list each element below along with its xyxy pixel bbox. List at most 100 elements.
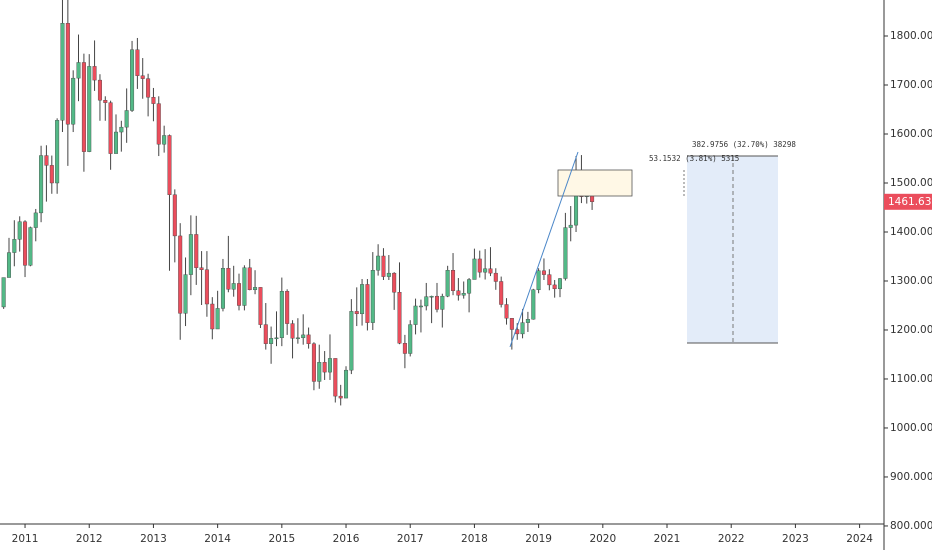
candle-body xyxy=(274,337,279,340)
x-tick-label: 2011 xyxy=(12,533,39,545)
candle-body xyxy=(365,284,370,323)
candle-body xyxy=(258,287,263,325)
candle-body xyxy=(23,221,28,266)
x-tick-label: 2012 xyxy=(76,533,103,545)
candle-body xyxy=(467,279,472,294)
candle-body xyxy=(285,291,290,324)
candle-body xyxy=(226,268,231,290)
candle-body xyxy=(547,274,552,286)
candle-body xyxy=(124,110,129,128)
candle-body xyxy=(440,295,445,310)
candle-body xyxy=(386,272,391,277)
x-tick-label: 2020 xyxy=(589,533,616,545)
candle-body xyxy=(76,62,81,79)
candle-body xyxy=(461,293,466,296)
candle-body xyxy=(360,284,365,315)
candle-body xyxy=(563,227,568,279)
y-tick-label: 1000.0000 xyxy=(890,422,932,434)
y-tick-label: 1300.0000 xyxy=(890,275,932,287)
candle-body xyxy=(162,135,167,145)
candle-body xyxy=(231,283,236,290)
candle-body xyxy=(269,338,274,344)
candle-body xyxy=(172,194,177,237)
candle-body xyxy=(6,252,11,278)
candle-body xyxy=(167,135,172,195)
candle-body xyxy=(536,270,541,291)
candle-body xyxy=(103,99,108,103)
candle-body xyxy=(333,358,338,397)
candle-body xyxy=(483,268,488,273)
x-tick-label: 2015 xyxy=(268,533,295,545)
candle-body xyxy=(397,292,402,344)
x-tick-label: 2013 xyxy=(140,533,167,545)
candle-body xyxy=(322,362,327,373)
candle-body xyxy=(349,311,354,371)
x-tick-label: 2022 xyxy=(718,533,745,545)
y-tick-label: 1500.0000 xyxy=(890,177,932,189)
candle-body xyxy=(97,79,102,101)
candle-body xyxy=(156,103,161,145)
candle-body xyxy=(279,291,284,339)
candle-body xyxy=(65,23,70,125)
candle-body xyxy=(424,296,429,307)
x-tick-label: 2014 xyxy=(204,533,231,545)
candle-body xyxy=(204,269,209,305)
candle-body xyxy=(408,324,413,354)
annotation: 382.9756 (32.70%) 38298 xyxy=(692,140,796,149)
drawings: 382.9756 (32.70%) 38298 53.1532 (3.81%) … xyxy=(509,140,796,348)
candle-body xyxy=(17,221,22,240)
x-tick-label: 2018 xyxy=(461,533,488,545)
candle-body xyxy=(531,289,536,320)
candle-body xyxy=(220,268,225,309)
candle-body xyxy=(242,267,247,306)
candle-body xyxy=(247,267,252,291)
y-tick-label: 1800.0000 xyxy=(890,30,932,42)
candle-body xyxy=(140,75,145,79)
candle-body xyxy=(376,255,381,271)
candle-body xyxy=(344,369,349,399)
candle-body xyxy=(413,305,418,325)
candle-body xyxy=(509,318,514,330)
candle-body xyxy=(108,102,113,154)
y-tick-label: 1600.0000 xyxy=(890,128,932,140)
candle-body xyxy=(290,323,295,339)
trend-line xyxy=(509,151,579,348)
candle-body xyxy=(520,322,525,335)
candle-body xyxy=(60,23,65,121)
candle-body xyxy=(71,77,76,125)
annotation: 53.1532 (3.81%) 5315 xyxy=(649,154,739,163)
y-tick-label: 800.0000 xyxy=(890,520,932,532)
candle-body xyxy=(81,62,86,152)
candle-body xyxy=(49,165,54,184)
candle-body xyxy=(301,334,306,339)
x-tick-label: 2024 xyxy=(846,533,873,545)
candle-body xyxy=(557,278,562,290)
candle-body xyxy=(55,120,60,184)
candle-body xyxy=(434,295,439,310)
candle-body xyxy=(87,66,92,152)
candle-body xyxy=(445,270,450,297)
candle-body xyxy=(429,295,434,298)
candle-body xyxy=(199,267,204,270)
candle-body xyxy=(194,234,199,268)
candle-body xyxy=(456,290,461,296)
candle-body xyxy=(317,362,322,382)
candle-body xyxy=(135,49,140,76)
candle-body xyxy=(451,270,456,291)
y-tick-label: 1200.0000 xyxy=(890,324,932,336)
candle-body xyxy=(525,319,530,323)
x-tick-label: 2016 xyxy=(333,533,360,545)
candle-body xyxy=(183,274,188,314)
range-box xyxy=(557,169,633,197)
candle-body xyxy=(28,227,33,266)
candle-body xyxy=(44,155,49,166)
x-tick-label: 2017 xyxy=(397,533,424,545)
candle-body xyxy=(306,334,311,344)
candle-body xyxy=(146,78,151,98)
x-tick-label: 2023 xyxy=(782,533,809,545)
candle-body xyxy=(472,258,477,280)
candle-body xyxy=(418,305,423,308)
y-tick-label: 1700.0000 xyxy=(890,79,932,91)
